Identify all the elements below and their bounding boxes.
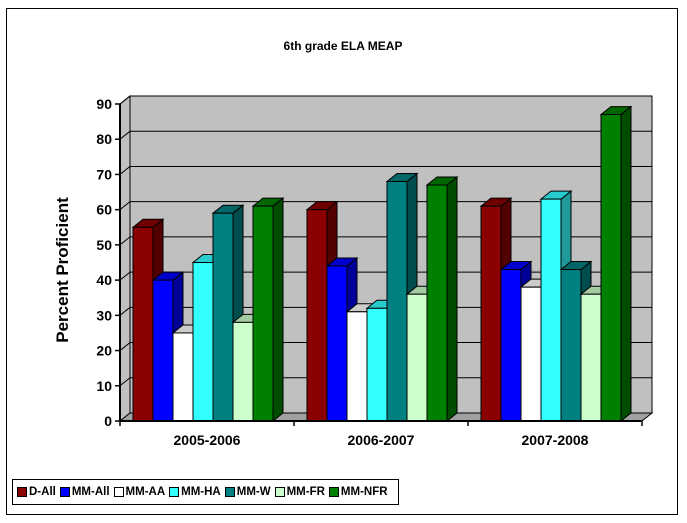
bar-front: [426, 184, 448, 422]
y-tick-label: 60: [96, 202, 112, 218]
bar-front: [520, 286, 542, 422]
bars: [131, 105, 633, 423]
x-tick-label: 2005-2006: [174, 432, 241, 448]
legend-swatch: [224, 487, 235, 497]
legend-label: D-All: [29, 486, 56, 498]
y-tick-label: 30: [96, 307, 112, 323]
gridline-diagonal: [119, 201, 131, 211]
legend-item: MM-HA: [169, 486, 221, 498]
legend-item: MM-All: [59, 486, 110, 498]
legend-item: MM-NFR: [328, 486, 388, 498]
gridline-diagonal: [119, 306, 131, 316]
bar-side: [446, 175, 458, 423]
bar-front: [132, 226, 154, 422]
bar-front: [346, 311, 368, 422]
bar-front: [406, 293, 428, 422]
y-tick-label: 50: [96, 237, 112, 253]
bar-front: [172, 332, 194, 422]
bar-front: [366, 307, 388, 422]
legend-swatch: [17, 487, 27, 497]
legend-item: D-All: [17, 486, 56, 498]
legend-swatch: [274, 487, 285, 497]
axes: [115, 103, 643, 426]
bar-front: [252, 205, 274, 422]
legend-swatch: [328, 487, 339, 497]
bar-front: [326, 265, 348, 422]
legend-swatch: [169, 487, 180, 497]
bar-front: [480, 205, 502, 422]
gridline-diagonal: [119, 342, 131, 351]
bar-front: [560, 269, 582, 422]
y-tick-labels: 0 10 20 30 40 50 60 70 80 90: [96, 96, 112, 429]
legend-swatch: [113, 487, 124, 497]
chart-title: 6th grade ELA MEAP: [284, 39, 403, 53]
legend-label: MM-W: [236, 486, 271, 498]
bar-side: [620, 105, 632, 423]
legend-label: MM-FR: [286, 486, 325, 498]
legend-item: MM-W: [224, 486, 271, 498]
legend-item: MM-AA: [113, 486, 166, 498]
y-tick-label: 40: [96, 272, 112, 288]
y-tick-label: 20: [96, 343, 112, 359]
y-tick-label: 90: [96, 96, 112, 112]
bar-front: [600, 114, 622, 422]
y-tick-label: 80: [96, 131, 112, 147]
bar: [251, 197, 285, 423]
legend-swatch: [59, 487, 70, 497]
x-tick-label: 2007-2008: [522, 432, 589, 448]
legend: D-All MM-All MM-AA MM-HA MM-W MM-FR MM-NFR: [12, 479, 399, 505]
x-tick-labels: 2005-2006 2006-2007 2007-2008: [174, 432, 589, 448]
bar-front: [192, 262, 214, 422]
side-wall: [119, 94, 131, 423]
x-tick-label: 2006-2007: [348, 432, 415, 448]
bar: [599, 105, 633, 423]
gridline-diagonal: [119, 95, 131, 105]
y-tick-label: 10: [96, 378, 112, 394]
bar-front: [152, 279, 174, 422]
legend-label: MM-All: [71, 486, 110, 498]
bar-front: [386, 180, 408, 422]
legend-label: MM-HA: [181, 486, 221, 498]
gridline-diagonal: [119, 130, 131, 140]
legend-label: MM-AA: [125, 486, 166, 498]
gridline-diagonal: [119, 236, 131, 246]
bar-front: [212, 212, 234, 422]
legend-label: MM-NFR: [340, 486, 388, 498]
bar-front: [580, 293, 602, 422]
bar-front: [540, 198, 562, 422]
gridline-diagonal: [119, 271, 131, 281]
y-axis-label: Percent Proficient: [53, 197, 72, 343]
bar-side: [272, 197, 284, 423]
y-tick-label: 70: [96, 166, 112, 182]
bar-front: [500, 269, 522, 422]
gridline-diagonal: [119, 377, 131, 387]
bar-front: [232, 321, 254, 422]
y-tick-label: 0: [104, 413, 112, 429]
bar-front: [306, 209, 328, 422]
legend-item: MM-FR: [274, 486, 325, 498]
bar: [425, 175, 459, 423]
gridline-diagonal: [119, 166, 131, 175]
